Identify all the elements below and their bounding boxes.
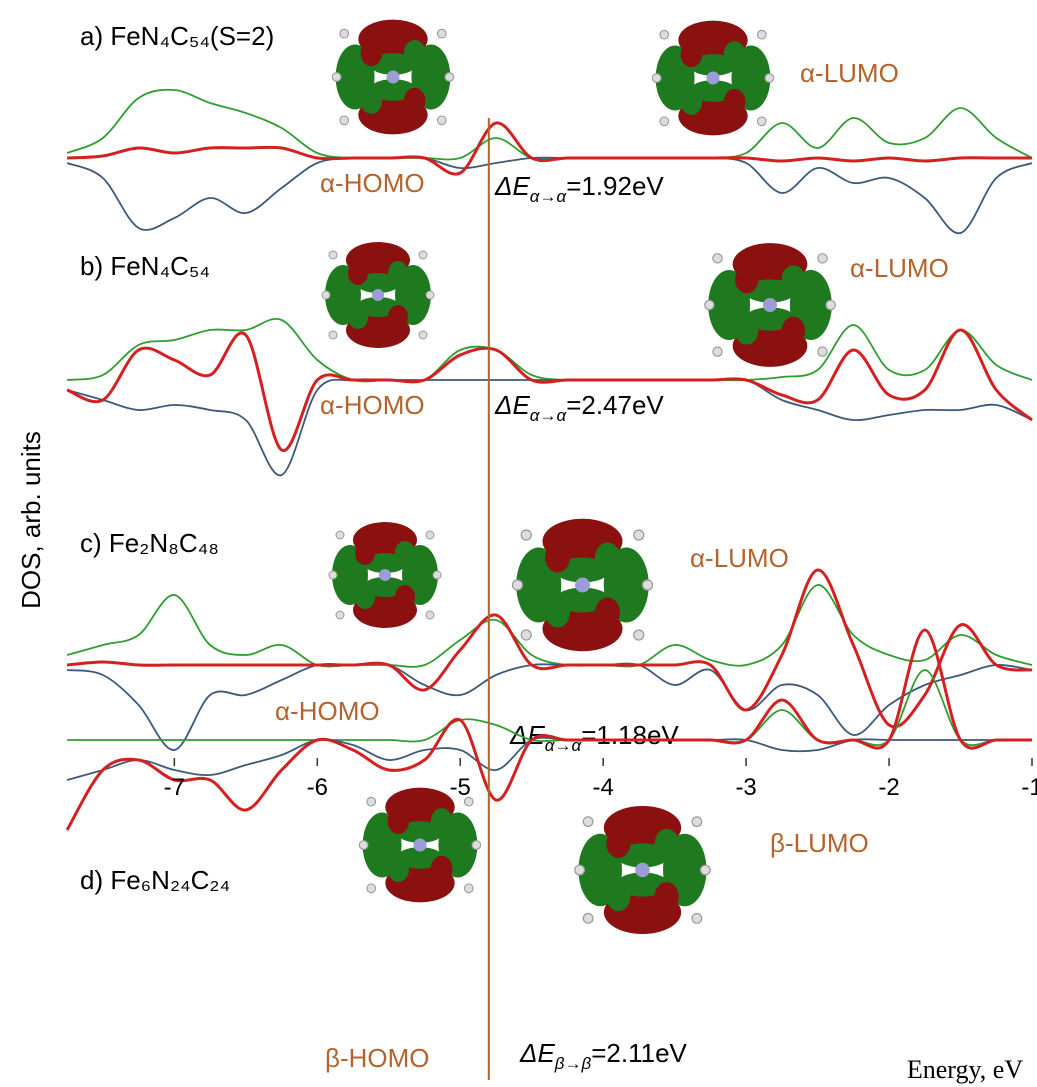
lumo-label: α-LUMO xyxy=(690,543,789,573)
gap-value: =1.92eV xyxy=(566,171,664,201)
gap-subscript: β→β xyxy=(554,1054,592,1073)
x-tick-label: -1 xyxy=(1021,774,1037,801)
x-tick-label: -2 xyxy=(878,774,899,801)
x-axis-label: Energy, eV xyxy=(907,1055,1023,1084)
x-tick-label: -6 xyxy=(307,774,328,801)
gap-subscript: α→α xyxy=(530,187,568,206)
homo-label: α-HOMO xyxy=(320,168,425,198)
dos-curve xyxy=(67,123,1032,174)
homo-label: β-HOMO xyxy=(325,1043,430,1073)
gap-subscript: α→α xyxy=(530,406,568,425)
panel-label: d) Fe₆N₂₄C₂₄ xyxy=(80,865,230,895)
lumo-label: β-LUMO xyxy=(770,828,869,858)
dos-curve xyxy=(67,330,1032,451)
x-tick-label: -3 xyxy=(735,774,756,801)
panel: b) FeN₄C₅₄ α-LUMO α-HOMO ΔEα→α=2.47eV xyxy=(67,251,1032,475)
gap-symbol: ΔE xyxy=(494,171,530,201)
gap-value: =2.47eV xyxy=(566,390,664,420)
gap-annotation: ΔEα→α=1.92eV xyxy=(494,171,664,206)
homo-label: α-HOMO xyxy=(275,696,380,726)
gap-symbol: ΔE xyxy=(519,1038,555,1068)
lumo-label: α-LUMO xyxy=(800,58,899,88)
gap-annotation: ΔEα→α=2.47eV xyxy=(494,390,664,425)
panel-label: c) Fe₂N₈C₄₈ xyxy=(80,528,219,558)
x-tick-label: -7 xyxy=(164,774,185,801)
panel-label: a) FeN₄C₅₄(S=2) xyxy=(80,21,274,51)
gap-annotation: ΔEβ→β=2.11eV xyxy=(519,1038,688,1073)
lumo-label: α-LUMO xyxy=(850,253,949,283)
gap-value: =2.11eV xyxy=(591,1038,687,1068)
y-axis-label: DOS, arb. units xyxy=(16,431,46,609)
gap-symbol: ΔE xyxy=(494,390,530,420)
homo-label: α-HOMO xyxy=(320,390,425,420)
page: DOS, arb. units Energy, eV a) FeN₄C₅₄(S=… xyxy=(0,0,1037,1087)
x-tick-label: -5 xyxy=(450,774,471,801)
gap-value: =1.18eV xyxy=(581,720,679,750)
chart: DOS, arb. units Energy, eV a) FeN₄C₅₄(S=… xyxy=(0,0,1037,1087)
panel: d) Fe₆N₂₄C₂₄ β-LUMO β-HOMO ΔEβ→β=2.11eV xyxy=(67,630,1032,1073)
panel: a) FeN₄C₅₄(S=2) α-LUMO α-HOMO ΔEα→α=1.92eV xyxy=(67,21,1032,233)
x-tick-label: -4 xyxy=(593,774,614,801)
panel-label: b) FeN₄C₅₄ xyxy=(80,251,210,281)
